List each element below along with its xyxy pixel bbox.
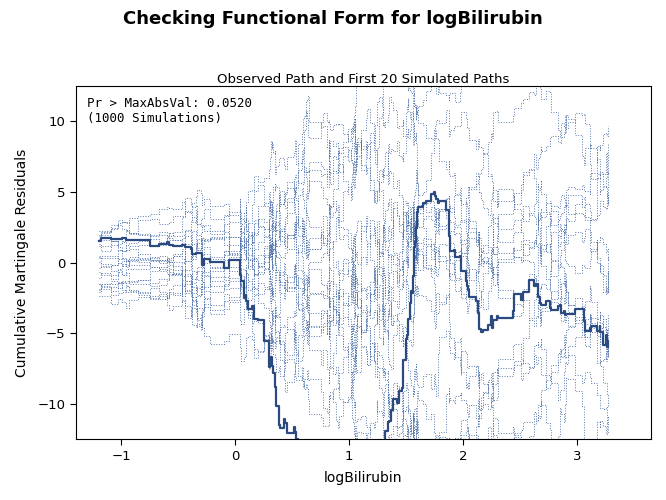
Text: Checking Functional Form for logBilirubin: Checking Functional Form for logBilirubi… — [123, 10, 543, 28]
Title: Observed Path and First 20 Simulated Paths: Observed Path and First 20 Simulated Pat… — [217, 73, 509, 86]
Y-axis label: Cumulative Martingale Residuals: Cumulative Martingale Residuals — [15, 148, 29, 377]
X-axis label: logBilirubin: logBilirubin — [324, 471, 403, 485]
Text: Pr > MaxAbsVal: 0.0520
(1000 Simulations): Pr > MaxAbsVal: 0.0520 (1000 Simulations… — [87, 96, 252, 124]
